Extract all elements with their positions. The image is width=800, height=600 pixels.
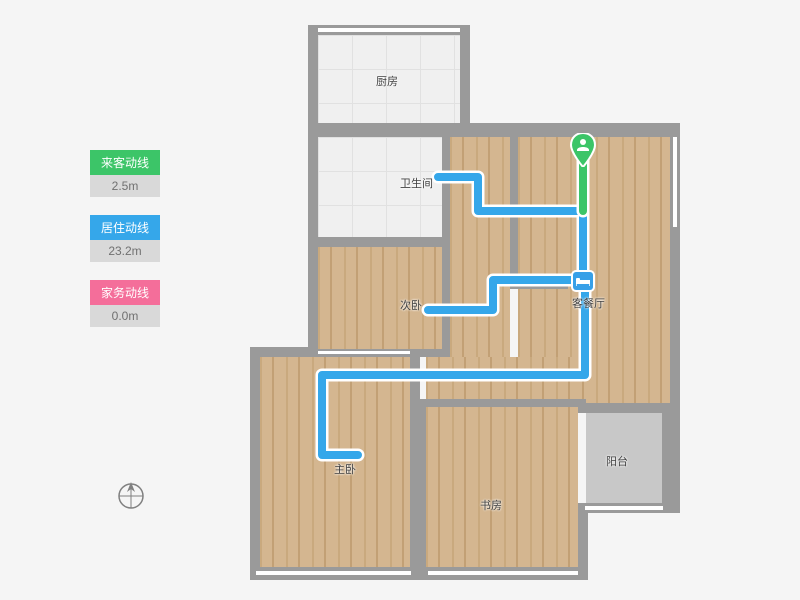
window-3: [428, 571, 578, 575]
wall-3: [308, 123, 680, 137]
legend-label-living: 居住动线: [90, 215, 160, 240]
window-4: [585, 506, 663, 510]
legend-value-guest: 2.5m: [90, 175, 160, 197]
room-label-study: 书房: [480, 497, 502, 513]
legend-item-living: 居住动线 23.2m: [90, 215, 160, 262]
room-label-balcony: 阳台: [606, 453, 628, 469]
wall-9: [578, 503, 588, 575]
room-label-bathroom: 卫生间: [400, 175, 433, 191]
wall-14: [442, 137, 450, 245]
room-bedroom2: [318, 247, 442, 349]
legend-label-guest: 来客动线: [90, 150, 160, 175]
legend-item-guest: 来客动线 2.5m: [90, 150, 160, 197]
room-label-bedroom1: 主卧: [334, 461, 356, 477]
legend-value-chore: 0.0m: [90, 305, 160, 327]
legend-label-chore: 家务动线: [90, 280, 160, 305]
wall-2: [460, 25, 470, 125]
window-2: [256, 571, 411, 575]
wall-20: [510, 137, 518, 287]
wall-11: [662, 405, 680, 513]
legend-item-chore: 家务动线 0.0m: [90, 280, 160, 327]
wall-18: [418, 399, 586, 407]
window-0: [318, 28, 460, 32]
compass-icon: [115, 480, 147, 517]
room-hall-b: [426, 357, 578, 399]
wall-15: [442, 243, 450, 355]
wall-12: [578, 403, 680, 413]
window-1: [318, 351, 410, 354]
legend-value-living: 23.2m: [90, 240, 160, 262]
guest-marker-icon: [570, 133, 596, 167]
window-5: [673, 137, 677, 227]
wall-21: [510, 281, 568, 289]
wall-13: [308, 237, 450, 247]
room-label-bedroom2: 次卧: [400, 297, 422, 313]
legend: 来客动线 2.5m 居住动线 23.2m 家务动线 0.0m: [90, 150, 160, 345]
room-label-kitchen: 厨房: [376, 73, 398, 89]
wall-19: [418, 407, 426, 569]
floorplan: 厨房卫生间次卧主卧书房 客餐厅阳台: [250, 25, 680, 580]
bed-icon: [573, 272, 593, 290]
wall-7: [250, 347, 260, 575]
wall-0: [308, 25, 318, 125]
room-study: [426, 407, 578, 567]
room-label-living: 客餐厅: [572, 295, 605, 311]
